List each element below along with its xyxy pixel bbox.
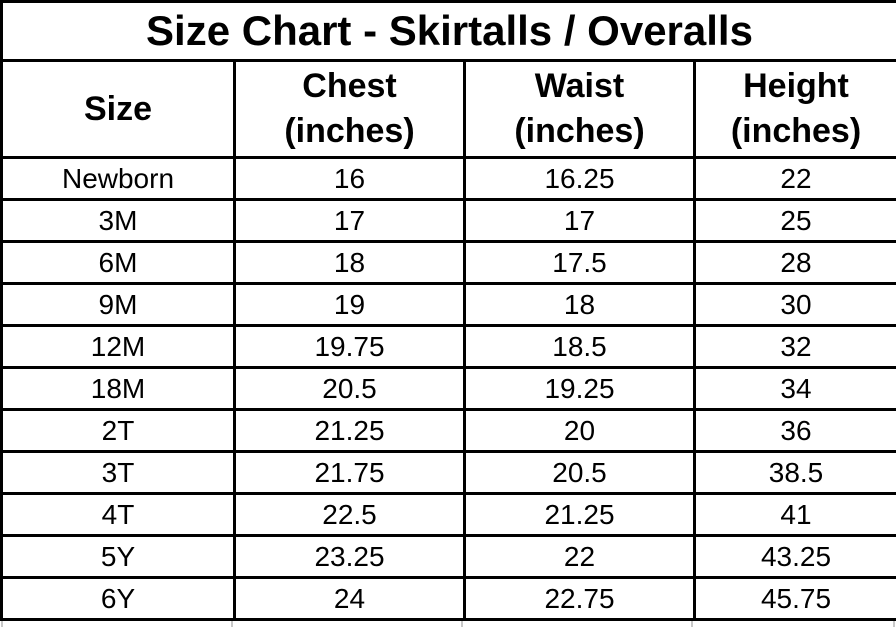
cell-chest: 19.75 [233, 324, 466, 369]
cell-chest: 21.25 [233, 408, 466, 453]
gridline-stub [893, 621, 895, 627]
cell-size: 12M [0, 324, 236, 369]
cell-chest: 16 [233, 156, 466, 201]
cell-waist: 22.75 [463, 576, 696, 621]
table-row: 3T 21.75 20.5 38.5 [0, 450, 896, 495]
table-row: 2T 21.25 20 36 [0, 408, 896, 453]
cell-height: 30 [693, 282, 896, 327]
cell-waist: 18 [463, 282, 696, 327]
table-row: 18M 20.5 19.25 34 [0, 366, 896, 411]
column-header-waist: Waist (inches) [463, 59, 696, 159]
cell-chest: 22.5 [233, 492, 466, 537]
cell-height: 28 [693, 240, 896, 285]
table-head: Size Chart - Skirtalls / Overalls Size C… [0, 0, 896, 159]
cell-waist: 22 [463, 534, 696, 579]
table-row: 6M 18 17.5 28 [0, 240, 896, 285]
cell-height: 25 [693, 198, 896, 243]
gridline-continuation-strip [0, 621, 896, 628]
cell-height: 34 [693, 366, 896, 411]
cell-waist: 17 [463, 198, 696, 243]
table-row: 3M 17 17 25 [0, 198, 896, 243]
table-row: 6Y 24 22.75 45.75 [0, 576, 896, 621]
gridline-stub [691, 621, 693, 627]
column-header-size: Size [0, 59, 236, 159]
column-header-chest: Chest (inches) [233, 59, 466, 159]
cell-height: 45.75 [693, 576, 896, 621]
cell-size: 3M [0, 198, 236, 243]
cell-chest: 21.75 [233, 450, 466, 495]
cell-size: 2T [0, 408, 236, 453]
column-header-height: Height (inches) [693, 59, 896, 159]
gridline-stub [461, 621, 463, 627]
cell-height: 22 [693, 156, 896, 201]
cell-waist: 20.5 [463, 450, 696, 495]
cell-size: 3T [0, 450, 236, 495]
cell-height: 41 [693, 492, 896, 537]
cell-waist: 19.25 [463, 366, 696, 411]
cell-chest: 24 [233, 576, 466, 621]
cell-chest: 18 [233, 240, 466, 285]
cell-waist: 20 [463, 408, 696, 453]
table-row: 5Y 23.25 22 43.25 [0, 534, 896, 579]
table-row: 4T 22.5 21.25 41 [0, 492, 896, 537]
gridline-stub [1, 621, 3, 627]
chart-title: Size Chart - Skirtalls / Overalls [0, 0, 896, 62]
header-row: Size Chest (inches) Waist (inches) Heigh… [0, 59, 896, 159]
cell-height: 32 [693, 324, 896, 369]
cell-size: 6Y [0, 576, 236, 621]
title-row: Size Chart - Skirtalls / Overalls [0, 0, 896, 62]
table-row: Newborn 16 16.25 22 [0, 156, 896, 201]
size-table-body: Newborn 16 16.25 22 3M 17 17 25 6M 18 17.5 28 9M 19 18… [0, 156, 896, 621]
cell-size: 5Y [0, 534, 236, 579]
table-row: 9M 19 18 30 [0, 282, 896, 327]
cell-size: 6M [0, 240, 236, 285]
cell-waist: 21.25 [463, 492, 696, 537]
cell-chest: 23.25 [233, 534, 466, 579]
cell-size: 9M [0, 282, 236, 327]
table-row: 12M 19.75 18.5 32 [0, 324, 896, 369]
cell-height: 36 [693, 408, 896, 453]
cell-waist: 16.25 [463, 156, 696, 201]
gridline-stub [231, 621, 233, 627]
cell-chest: 19 [233, 282, 466, 327]
cell-size: Newborn [0, 156, 236, 201]
cell-waist: 17.5 [463, 240, 696, 285]
cell-height: 43.25 [693, 534, 896, 579]
cell-size: 4T [0, 492, 236, 537]
cell-height: 38.5 [693, 450, 896, 495]
cell-chest: 20.5 [233, 366, 466, 411]
cell-chest: 17 [233, 198, 466, 243]
cell-waist: 18.5 [463, 324, 696, 369]
cell-size: 18M [0, 366, 236, 411]
